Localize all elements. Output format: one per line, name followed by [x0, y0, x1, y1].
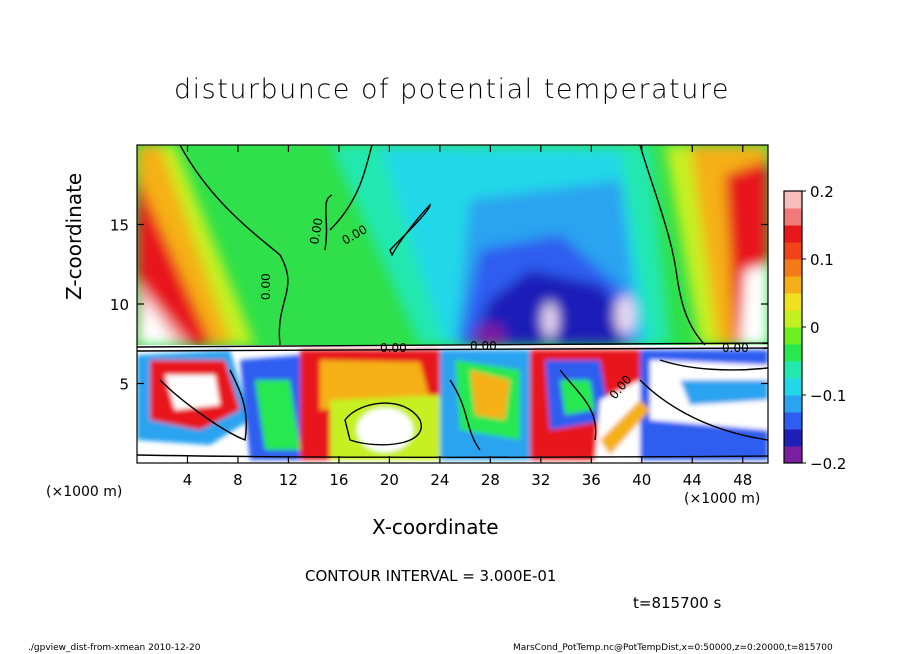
- colorbar-swatch: [784, 378, 802, 396]
- y-tick-label: 15: [110, 217, 129, 235]
- contour-lower-2: [344, 402, 422, 446]
- colorbar: [783, 190, 803, 464]
- field-lower-green-2: [255, 380, 300, 450]
- contour-line-1: [179, 145, 289, 346]
- colorbar-swatch: [784, 327, 802, 345]
- x-tick-label: 40: [632, 471, 651, 489]
- colorbar-swatch: [784, 395, 802, 413]
- time-label: t=815700 s: [633, 594, 722, 612]
- field-lower-green-5: [560, 380, 595, 415]
- colorbar-tick-label: 0: [810, 319, 820, 337]
- heatmap-field: 0.00 0.00 0.00 0.00 0.00 0.00 0.00: [137, 145, 768, 463]
- x-tick-label: 20: [380, 471, 399, 489]
- contour-interface-1: [137, 342, 768, 348]
- colorbar-swatch: [784, 344, 802, 362]
- x-tick-label: 12: [279, 471, 298, 489]
- colorbar-swatch: [784, 276, 802, 294]
- colorbar-tick-label: −0.1: [810, 387, 846, 405]
- colorbar-swatch: [784, 293, 802, 311]
- contour-loop-1: [389, 203, 431, 257]
- field-lower-white-3: [357, 408, 413, 452]
- x-tick-label: 44: [683, 471, 702, 489]
- colorbar-swatch: [784, 191, 802, 209]
- y-tick-label: 5: [119, 376, 129, 394]
- colorbar-swatch: [784, 429, 802, 447]
- colorbar-swatch: [784, 225, 802, 243]
- x-axis-unit: (×1000 m): [684, 491, 761, 507]
- contour-lower-4: [559, 369, 597, 441]
- contour-line-2: [329, 145, 373, 231]
- colorbar-swatch: [784, 242, 802, 260]
- contour-label-7: 0.00: [380, 341, 407, 355]
- chart-title: disturbunce of potential temperature: [174, 74, 730, 105]
- colorbar-swatch: [784, 259, 802, 277]
- contour-label-6: 0.00: [470, 339, 497, 353]
- field-purple-2: [615, 295, 635, 335]
- x-tick-label: 28: [481, 471, 500, 489]
- x-axis-label: X-coordinate: [372, 515, 499, 539]
- field-purple-1: [474, 323, 506, 347]
- field-lower-orange-6: [600, 400, 650, 455]
- x-tick-label: 24: [430, 471, 449, 489]
- field-white-left: [140, 300, 175, 345]
- contour-line-4: [639, 145, 706, 346]
- contour-label-3: 0.00: [307, 217, 325, 246]
- colorbar-tick-label: 0.2: [810, 183, 834, 201]
- contour-label-4: 0.00: [722, 341, 749, 355]
- x-tick-label: 36: [582, 471, 601, 489]
- colorbar-swatch: [784, 361, 802, 379]
- contour-lower-6: [659, 359, 768, 371]
- contour-line-3: [324, 194, 333, 251]
- contour-interval: CONTOUR INTERVAL = 3.000E-01: [305, 567, 557, 585]
- colorbar-ticks: 0.2 0.1 0 −0.1 −0.2: [802, 183, 846, 473]
- colorbar-swatch: [784, 412, 802, 430]
- footer-script-info: ./gpview_dist-from-xmean 2010-12-20: [28, 643, 201, 653]
- colorbar-swatch: [784, 446, 802, 464]
- contour-lower-1: [159, 369, 247, 441]
- x-tick-label: 32: [531, 471, 550, 489]
- field-lower-cyan-6: [680, 380, 768, 405]
- contour-label-1: 0.00: [259, 273, 273, 300]
- y-axis-unit: (×1000 m): [46, 484, 123, 500]
- x-tick-label: 16: [329, 471, 348, 489]
- contour-lower-3: [449, 379, 481, 451]
- footer-file-info: MarsCond_PotTemp.nc@PotTempDist,x=0:5000…: [513, 643, 833, 653]
- contour-lower-5: [639, 379, 768, 441]
- field-lower-white-1: [165, 375, 220, 410]
- field-lower-orange-4: [470, 370, 510, 420]
- colorbar-tick-label: −0.2: [810, 455, 846, 473]
- field-white-right: [740, 265, 768, 345]
- contour-lines: [137, 145, 768, 459]
- x-tick-label: 4: [183, 471, 193, 489]
- contour-lower-7: [137, 454, 768, 459]
- x-tick-label: 48: [733, 471, 752, 489]
- colorbar-swatch: [784, 208, 802, 226]
- field-purple-3: [542, 302, 558, 338]
- field-red-left: [137, 175, 212, 345]
- x-axis-ticks: 4 8 12 16 20 24 28 32 36 40 44 48: [183, 145, 752, 489]
- y-tick-label: 10: [110, 296, 129, 314]
- colorbar-swatch: [784, 310, 802, 328]
- colorbar-tick-label: 0.1: [810, 251, 834, 269]
- y-axis-ticks: 5 10 15: [110, 217, 768, 394]
- contour-interface-2: [137, 347, 768, 352]
- x-tick-label: 8: [233, 471, 243, 489]
